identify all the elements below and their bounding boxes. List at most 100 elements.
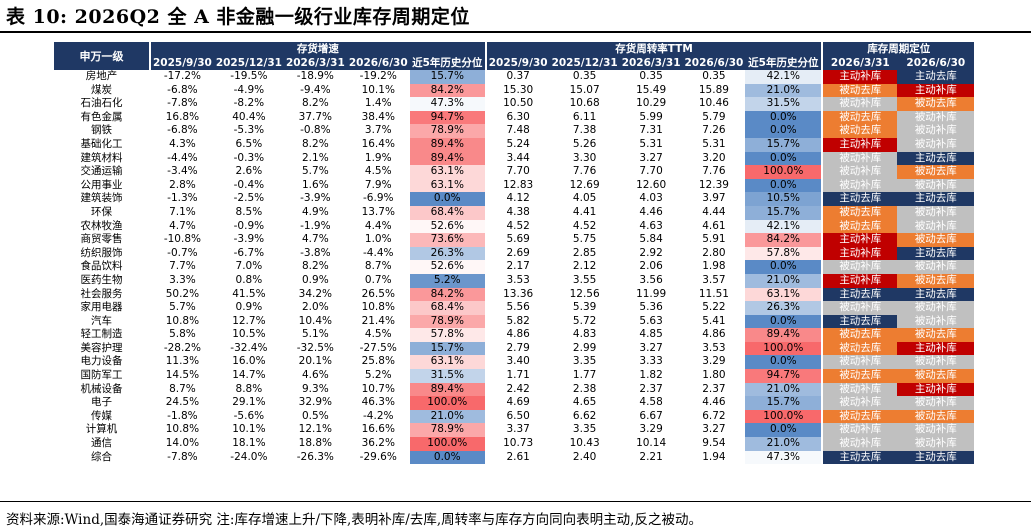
value-cell: 3.35	[572, 355, 597, 368]
value-cell: -28.2%	[149, 341, 214, 356]
percentile-cell: 21.0%	[745, 382, 823, 397]
table-row: 通信 14.0% 18.1% 18.8% 36.2% 100.0% 10.73 10.43 10…	[54, 437, 975, 451]
value-cell: 4.41	[572, 205, 597, 218]
value-cell: 0.35	[572, 70, 597, 82]
value-cell: 7.9%	[364, 178, 392, 191]
value-cell: -32.4%	[230, 341, 268, 354]
value-cell: 3.37	[484, 423, 550, 438]
table-row: 综合 -7.8% -24.0% -26.3% -29.6% 0.0% 2.61 2.40 2.2…	[54, 450, 975, 465]
percentile-cell: 0.0%	[745, 124, 823, 138]
value-cell: 8.2%	[302, 97, 329, 110]
industry-name: 钢铁	[91, 124, 112, 137]
cycle-position-cell: 被动补库	[897, 423, 975, 438]
value-cell: -27.5%	[359, 341, 397, 354]
percentile-cell: 15.7%	[745, 137, 823, 152]
value-cell: -18.9%	[296, 70, 334, 82]
value-cell: 5.84	[639, 233, 663, 246]
value-cell: 1.77	[572, 369, 597, 382]
cycle-position-cell: 被动补库	[897, 260, 975, 274]
cycle-position-cell: 被动去库	[897, 409, 975, 424]
value-cell: 2.06	[639, 260, 663, 273]
percentile-cell: 52.6%	[409, 260, 486, 274]
percentile-cell: 0.0%	[409, 192, 486, 206]
value-cell: 9.54	[702, 437, 726, 450]
value-cell: 4.69	[484, 396, 550, 410]
percentile-cell: 78.9%	[409, 423, 486, 438]
percentile-cell: 68.4%	[409, 205, 486, 220]
value-cell: 1.80	[702, 369, 726, 382]
value-cell: 4.7%	[302, 233, 329, 246]
cycle-position-cell: 被动补库	[897, 396, 975, 410]
table-row: 美容护理 -28.2% -32.4% -32.5% -27.5% 15.7% 2.79 2.9…	[54, 341, 975, 356]
value-cell: 0.35	[639, 70, 663, 82]
value-cell: 24.5%	[149, 396, 214, 410]
subheader-cell: 2025/12/31	[549, 57, 620, 70]
value-cell: 4.12	[484, 192, 550, 206]
value-cell: 10.8%	[361, 301, 395, 314]
cycle-position-cell: 主动去库	[821, 314, 898, 329]
percentile-cell: 21.0%	[409, 409, 486, 424]
top-rule	[0, 31, 1031, 33]
value-cell: -3.8%	[300, 246, 331, 259]
value-cell: 5.82	[484, 314, 550, 329]
value-cell: 2.61	[484, 450, 550, 465]
percentile-cell: 63.1%	[409, 355, 486, 370]
value-cell: 16.0%	[232, 355, 266, 368]
percentile-cell: 0.0%	[745, 260, 823, 274]
value-cell: 25.8%	[361, 355, 395, 368]
value-cell: 15.49	[636, 83, 667, 96]
value-cell: 0.8%	[235, 273, 263, 286]
value-cell: 1.94	[702, 450, 726, 463]
value-cell: 14.5%	[149, 369, 214, 383]
value-cell: 4.44	[702, 205, 726, 218]
percentile-cell: 84.2%	[409, 83, 486, 98]
percentile-cell: 78.9%	[409, 124, 486, 138]
value-cell: 15.07	[569, 83, 600, 96]
percentile-cell: 57.8%	[409, 328, 486, 342]
cycle-position-cell: 主动补库	[897, 83, 975, 98]
table-row: 纺织服饰 -0.7% -6.7% -3.8% -4.4% 26.3% 2.69 2.85 2.9…	[54, 246, 975, 261]
value-cell: 2.69	[484, 246, 550, 261]
value-cell: 2.0%	[302, 301, 329, 314]
percentile-cell: 0.0%	[745, 151, 823, 166]
value-cell: 1.9%	[364, 151, 392, 164]
value-cell: -8.2%	[233, 97, 265, 110]
cycle-position-cell: 主动去库	[821, 450, 898, 465]
value-cell: 5.2%	[364, 369, 392, 382]
subheader-cell: 2025/12/31	[213, 57, 284, 70]
cycle-position-cell: 被动去库	[821, 219, 898, 234]
value-cell: -6.8%	[149, 124, 214, 138]
industry-name: 环保	[91, 205, 112, 218]
percentile-cell: 100.0%	[745, 165, 823, 179]
value-cell: 4.4%	[364, 219, 392, 232]
value-cell: 38.4%	[361, 110, 395, 123]
value-cell: -5.3%	[233, 124, 265, 137]
cycle-position-cell: 主动去库	[897, 287, 975, 302]
value-cell: 26.5%	[361, 287, 395, 300]
value-cell: 5.22	[702, 301, 726, 314]
value-cell: 4.5%	[364, 165, 392, 178]
value-cell: 10.5%	[232, 328, 266, 341]
value-cell: 3.29	[702, 355, 726, 368]
value-cell: -1.8%	[149, 409, 214, 424]
value-cell: 6.50	[484, 409, 550, 424]
value-cell: 12.60	[636, 178, 667, 191]
value-cell: 4.9%	[302, 205, 329, 218]
value-cell: 5.31	[702, 137, 726, 150]
percentile-cell: 31.5%	[409, 369, 486, 383]
cycle-position-cell: 被动去库	[821, 369, 898, 383]
percentile-cell: 89.4%	[409, 151, 486, 166]
value-cell: -32.5%	[296, 341, 334, 354]
value-cell: -4.4%	[363, 246, 394, 259]
percentile-cell: 100.0%	[745, 341, 823, 356]
industry-name: 美容护理	[80, 341, 123, 354]
value-cell: -3.4%	[149, 165, 214, 179]
industry-name: 通信	[91, 437, 112, 450]
value-cell: 5.91	[702, 233, 726, 246]
value-cell: 40.4%	[232, 110, 266, 123]
percentile-cell: 84.2%	[745, 233, 823, 247]
cycle-position-cell: 被动补库	[821, 382, 898, 397]
value-cell: 10.29	[636, 97, 667, 110]
table-row: 食品饮料 7.7% 7.0% 8.2% 8.7% 52.6% 2.17 2.12 2.06 1.9…	[54, 260, 975, 274]
industry-name: 轻工制造	[80, 328, 123, 341]
